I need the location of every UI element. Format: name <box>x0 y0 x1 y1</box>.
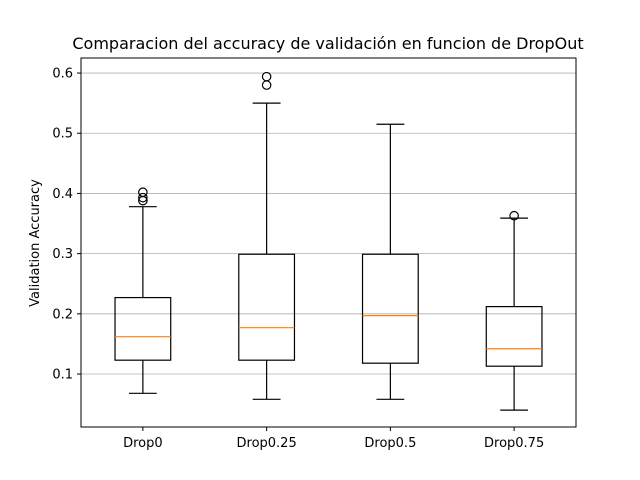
box-iqr <box>114 296 172 361</box>
y-tick-label: 0.1 <box>52 368 73 383</box>
y-tick-label: 0.5 <box>52 127 73 142</box>
plot-frame <box>80 57 577 428</box>
outlier-point <box>261 71 272 82</box>
box-Drop0.5 <box>361 123 419 400</box>
outliers <box>138 71 519 221</box>
grid-lines <box>81 72 576 375</box>
y-tick-label: 0.3 <box>52 247 73 262</box>
y-tick-label: 0.2 <box>52 307 73 322</box>
box-iqr <box>361 253 419 364</box>
y-tick-label: 0.4 <box>52 187 73 202</box>
y-tick-label: 0.6 <box>52 67 73 82</box>
boxes <box>114 102 543 411</box>
box-iqr <box>238 253 296 361</box>
chart-title: Comparacion del accuracy de validación e… <box>72 34 583 53</box>
outlier-point <box>509 210 519 221</box>
axes: 0.1 0.2 0.3 0.4 0.5 0.6 Drop0 Drop0.25 Drop0.5 Dr… <box>52 57 577 451</box>
y-axis-label: Validation Accuracy <box>28 179 43 307</box>
outlier-point <box>138 187 148 198</box>
box-Drop0.75 <box>485 217 543 411</box>
x-tick-label: Drop0.75 <box>484 436 544 451</box>
x-tick-label: Drop0.5 <box>364 436 416 451</box>
outlier-point <box>138 192 148 203</box>
x-tick-label: Drop0.25 <box>237 436 297 451</box>
box-Drop0 <box>114 206 172 394</box>
x-tick-label: Drop0 <box>123 436 163 451</box>
box-iqr <box>485 306 543 367</box>
box-Drop0.25 <box>238 102 296 400</box>
